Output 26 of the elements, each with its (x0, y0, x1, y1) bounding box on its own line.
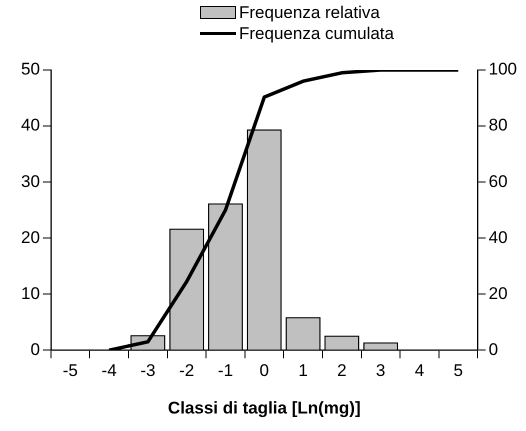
x-tick-label: 3 (376, 361, 386, 380)
y2-tick-label: 40 (488, 228, 508, 247)
y-tick-label: 0 (30, 340, 40, 359)
y-tick-label: 50 (20, 60, 40, 79)
x-tick-label: -3 (140, 361, 156, 380)
x-tick-label: -5 (62, 361, 78, 380)
y-tick-label: 20 (20, 228, 40, 247)
x-tick-label: 1 (298, 361, 308, 380)
y2-tick-label: 20 (488, 284, 508, 303)
y-tick-label: 30 (20, 172, 40, 191)
x-axis-title: Classi di taglia [Ln(mg)] (168, 398, 361, 418)
x-tick-label: -2 (179, 361, 194, 380)
y-tick-label: 40 (20, 116, 40, 135)
x-tick-label: 5 (454, 361, 463, 380)
x-tick-label: -1 (218, 361, 234, 380)
x-tick-label: 0 (260, 361, 270, 380)
x-tick-label: 4 (414, 361, 424, 380)
y2-tick-label: 80 (488, 116, 508, 135)
y2-tick-label: 0 (488, 340, 498, 359)
x-tick-label: 2 (337, 361, 347, 380)
y2-tick-label: 60 (488, 172, 508, 191)
legend-label: Frequenza relativa (239, 2, 380, 23)
legend-label: Frequenza cumulata (239, 23, 394, 44)
y-tick-label: 10 (20, 284, 40, 303)
x-tick-label: -4 (102, 361, 117, 380)
y2-tick-label: 100 (488, 60, 518, 79)
